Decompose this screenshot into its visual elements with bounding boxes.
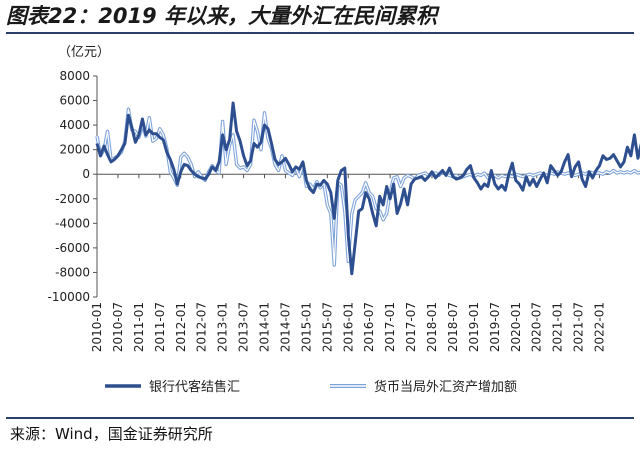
x-axis: 2010-01 2010-07 2011-01 2011-07 2012-01 2012-… xyxy=(90,173,610,352)
y-axis: -10000 -8000 -6000 -4000 -2000 0 2000 4000 6000 8… xyxy=(47,69,98,304)
x-tick-label: 2016-07 xyxy=(362,302,376,352)
x-tick-label: 2015-01 xyxy=(299,302,313,352)
y-axis-unit-label: （亿元） xyxy=(58,45,110,60)
x-tick-label: 2020-01 xyxy=(509,302,523,352)
x-tick-label: 2014-07 xyxy=(278,302,292,352)
y-tick-label: 2000 xyxy=(59,143,90,157)
x-tick-label: 2012-01 xyxy=(174,302,188,352)
x-tick-label: 2018-07 xyxy=(446,302,460,352)
x-tick-label: 2019-01 xyxy=(467,302,481,352)
x-tick-label: 2014-01 xyxy=(258,302,272,352)
legend-label: 货币当局外汇资产增加额 xyxy=(374,379,517,395)
x-tick-label: 2022-01 xyxy=(593,302,607,352)
x-tick-label: 2018-01 xyxy=(425,302,439,352)
x-tick-label: 2010-07 xyxy=(111,302,125,352)
x-tick-label: 2013-07 xyxy=(237,302,251,352)
y-tick-label: -2000 xyxy=(55,192,90,206)
x-tick-label: 2016-01 xyxy=(341,302,355,352)
x-tick-label: 2011-01 xyxy=(132,302,146,352)
series-line-fx-assets-outline xyxy=(95,107,640,267)
figure-title: 图表22：2019 年以来，大量外汇在民间累积 xyxy=(6,0,634,34)
series-layer xyxy=(95,101,640,276)
x-tick-label: 2011-07 xyxy=(153,302,167,352)
y-tick-label: 6000 xyxy=(59,94,90,108)
y-tick-label: -8000 xyxy=(55,265,90,279)
series-line-settlement xyxy=(95,101,640,276)
x-tick-label: 2021-07 xyxy=(572,302,586,352)
y-tick-label: -4000 xyxy=(55,216,90,230)
x-tick-label: 2012-07 xyxy=(195,302,209,352)
x-tick-label: 2019-07 xyxy=(488,302,502,352)
y-tick-label: 4000 xyxy=(59,118,90,132)
x-tick-label: 2017-01 xyxy=(383,302,397,352)
x-tick-label: 2010-01 xyxy=(90,302,104,352)
x-tick-label: 2020-07 xyxy=(530,302,544,352)
source-note: 来源：Wind，国金证券研究所 xyxy=(10,425,213,443)
y-tick-label: -6000 xyxy=(55,241,90,255)
x-tick-label: 2017-07 xyxy=(404,302,418,352)
x-tick-label: 2013-01 xyxy=(216,302,230,352)
y-tick-label: -10000 xyxy=(47,290,90,304)
y-tick-label: 8000 xyxy=(59,69,90,83)
x-tick-label: 2015-07 xyxy=(320,302,334,352)
legend-label: 银行代客结售汇 xyxy=(149,379,240,395)
chart-legend: 银行代客结售汇 货币当局外汇资产增加额 xyxy=(105,379,517,395)
x-tick-label: 2021-01 xyxy=(551,302,565,352)
source-divider xyxy=(6,417,634,419)
series-line-fx-assets-inner xyxy=(96,108,640,266)
y-tick-label: 0 xyxy=(82,167,90,181)
